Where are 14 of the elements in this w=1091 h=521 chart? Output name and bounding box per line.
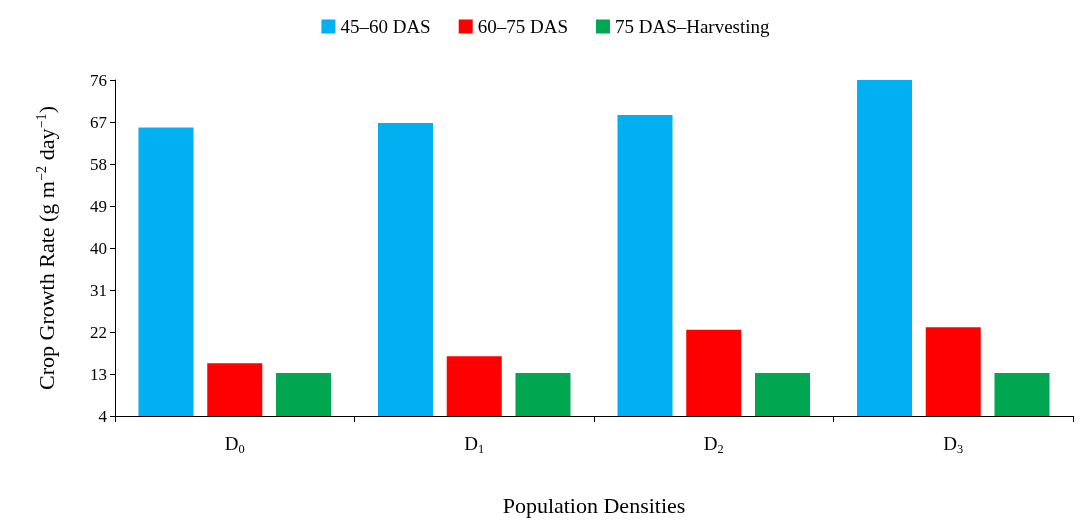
y-tick-label: 58: [90, 154, 107, 174]
y-tick-label: 76: [90, 70, 107, 90]
legend-label: 60–75 DAS: [477, 16, 568, 37]
y-axis-title: Crop Growth Rate (g m−2 day−1): [32, 106, 60, 390]
y-tick-label: 31: [90, 280, 107, 300]
y-tick-label: 22: [90, 322, 107, 342]
y-tick-label: 67: [90, 112, 108, 132]
legend-label: 75 DAS–Harvesting: [614, 16, 771, 37]
x-axis-title: Population Densities: [502, 492, 686, 518]
y-tick-label: 49: [90, 196, 107, 216]
y-tick-label: 13: [90, 364, 107, 384]
y-tick-label: 4: [98, 406, 108, 426]
legend-label: 45–60 DAS: [340, 16, 431, 37]
y-tick-label: 40: [90, 238, 107, 258]
